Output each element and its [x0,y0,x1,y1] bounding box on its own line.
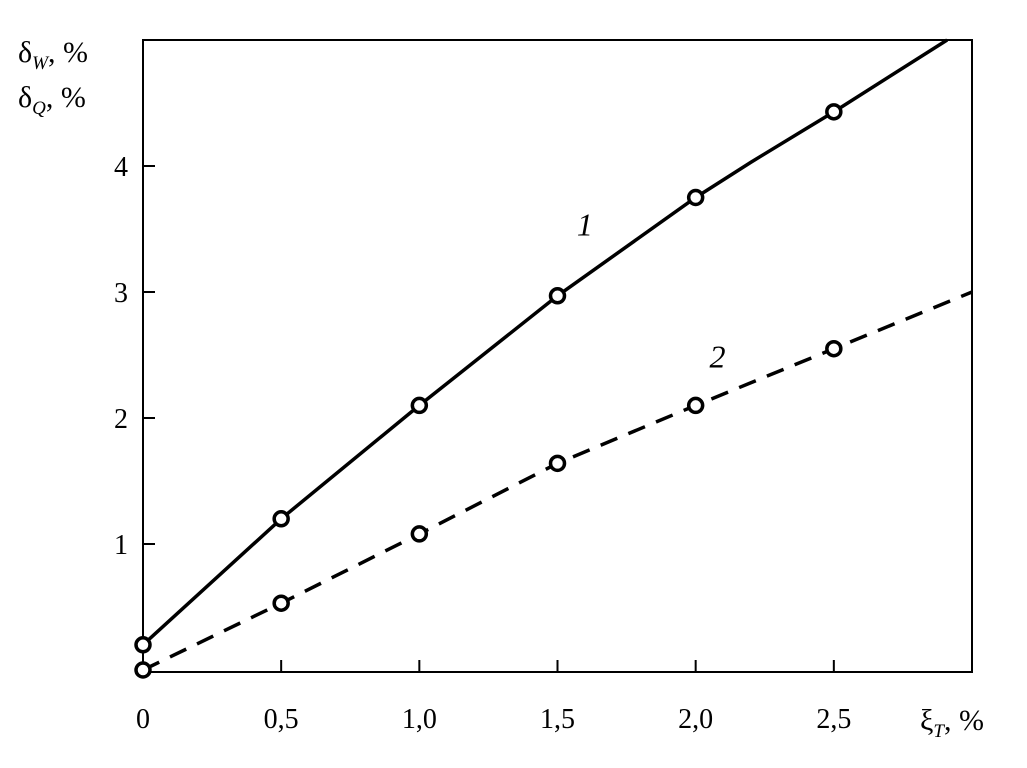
y-tick-label: 1 [114,530,128,561]
data-point [134,661,152,679]
data-point [410,525,429,543]
x-tick-label: 2,5 [816,704,851,735]
series-1: 1 [134,38,949,654]
x-tick-label: 0,5 [264,704,299,735]
x-tick-label: 0 [136,704,150,735]
y-tick-label: 4 [114,152,128,183]
x-tick-label: 1,5 [540,704,575,735]
series-line [142,290,973,672]
y-tick-label: 3 [114,278,128,309]
data-point [825,339,843,358]
data-point [272,510,290,528]
data-point [825,103,843,121]
y-axis-label-2: δQ, % [18,81,86,119]
y-tick-label: 2 [114,404,128,435]
data-point [548,287,567,305]
data-point [272,594,290,612]
x-axis-label: ξT, % [920,704,984,742]
data-point [134,636,152,654]
plot-frame [142,39,973,673]
data-point [410,396,429,415]
y-axis-label-1: δW, % [18,36,88,74]
data-point [686,188,705,207]
series-label: 1 [577,206,593,242]
series-label: 2 [709,339,725,375]
series-2: 2 [134,290,973,679]
data-point [686,396,705,415]
data-point [548,454,567,473]
series-line [141,38,949,647]
x-tick-label: 2,0 [678,704,713,735]
x-tick-label: 1,0 [402,704,437,735]
